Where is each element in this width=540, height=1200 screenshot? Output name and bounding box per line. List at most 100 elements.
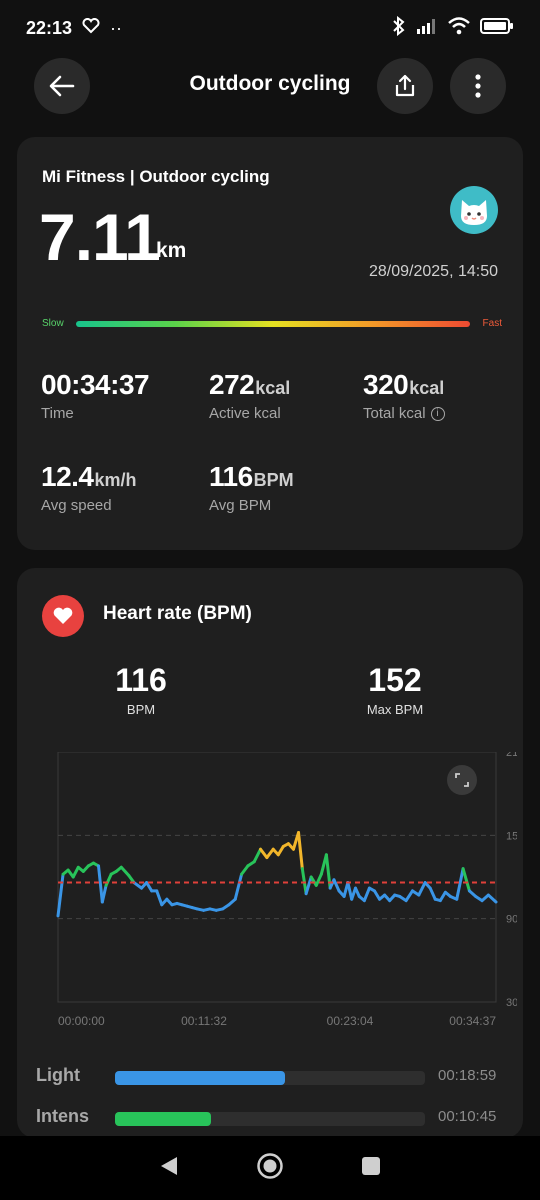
stat-time-value: 00:34:37 <box>41 369 150 400</box>
y-tick-label: 150 <box>506 830 517 842</box>
hr-line-segment <box>104 872 113 887</box>
stat-speed-value: 12.4 <box>41 461 94 492</box>
stat-total-kcal[interactable]: 320kcal Total kcal i <box>363 369 445 422</box>
hr-line-segment <box>314 872 323 887</box>
stat-total-unit: kcal <box>409 378 445 398</box>
heart-rate-card: Heart rate (BPM) 116 BPM 152 Max BPM 210… <box>17 568 523 1138</box>
workout-summary-card: Mi Fitness | Outdoor cycling 7.11 km 28/… <box>17 137 523 550</box>
y-tick-label: 30 <box>506 997 517 1009</box>
avatar[interactable] <box>450 186 498 234</box>
zone-time: 00:18:59 <box>438 1067 497 1084</box>
share-icon <box>395 74 415 97</box>
arrow-left-icon <box>49 75 75 97</box>
hr-line-segment <box>372 889 382 901</box>
hr-line-segment <box>240 864 250 876</box>
triangle-back-icon <box>160 1156 177 1175</box>
expand-chart-button[interactable] <box>447 765 477 795</box>
stat-active-unit: kcal <box>255 378 291 398</box>
back-button[interactable] <box>34 58 90 114</box>
wifi-icon <box>448 16 470 40</box>
hr-line-segment <box>428 886 437 901</box>
y-tick-label: 210 <box>506 752 517 759</box>
stat-speed-unit: km/h <box>94 470 137 490</box>
hr-line-segment <box>438 890 447 903</box>
stat-speed-label: Avg speed <box>41 497 112 514</box>
square-recents-icon <box>362 1156 381 1175</box>
stat-time: 00:34:37 Time <box>41 369 150 422</box>
zone-track <box>115 1071 425 1085</box>
expand-icon <box>455 773 469 787</box>
stat-active-kcal: 272kcal Active kcal <box>209 369 290 422</box>
stat-total-value: 320 <box>363 369 409 400</box>
x-tick-label: 00:23:04 <box>327 1014 374 1028</box>
heart-icon <box>42 595 84 637</box>
hr-line-segment <box>265 847 275 860</box>
notification-dots: ·· <box>110 17 123 38</box>
hr-line-segment <box>417 881 427 897</box>
bluetooth-icon <box>392 15 406 41</box>
hr-line-segment <box>332 878 341 893</box>
avg-bpm-value: 116 <box>115 662 167 698</box>
hr-line-segment <box>97 864 104 904</box>
system-nav-bar <box>0 1136 540 1200</box>
distance-value: 7.11 <box>39 200 161 274</box>
source-title: Mi Fitness | Outdoor cycling <box>42 167 270 186</box>
hr-line-segment <box>145 881 154 893</box>
heart-rate-title: Heart rate (BPM) <box>103 603 252 624</box>
hr-line-segment <box>304 875 313 896</box>
hr-line-segment <box>404 889 414 903</box>
stat-total-label: Total kcal <box>363 405 426 422</box>
stat-time-label: Time <box>41 405 74 422</box>
zone-fill <box>115 1112 212 1126</box>
hr-line-segment <box>100 883 108 904</box>
top-bar: Outdoor cycling <box>0 58 540 118</box>
distance-unit: km <box>156 239 187 262</box>
info-icon[interactable]: i <box>430 406 445 421</box>
hr-line-segment <box>300 867 308 896</box>
zone-fill <box>115 1071 285 1085</box>
hr-line-segment <box>276 844 285 857</box>
x-tick-label: 00:34:37 <box>449 1014 496 1028</box>
avg-bpm-label: BPM <box>126 702 156 717</box>
cat-avatar-icon <box>461 200 487 225</box>
avg-bpm-stat: 116 BPM <box>76 662 206 717</box>
hr-line-segment <box>233 872 244 901</box>
hr-line-segment <box>455 867 465 901</box>
signal-icon <box>416 18 438 39</box>
stat-bpm-label: Avg BPM <box>209 497 272 514</box>
hr-line-segment <box>119 865 131 878</box>
heart-outline-icon <box>82 17 100 39</box>
status-time: 22:13 <box>26 17 73 38</box>
max-bpm-label: Max BPM <box>366 702 424 717</box>
battery-icon <box>480 17 514 40</box>
speed-gradient-bar <box>76 321 470 327</box>
heart-rate-chart[interactable]: 210 150 90 30 00:00:00 00:11:32 00:23:04 00:34:… <box>41 752 517 1042</box>
more-options-button[interactable] <box>450 58 506 114</box>
hr-line-segment <box>155 889 164 907</box>
hr-line-segment <box>297 831 304 871</box>
chart-frame <box>57 752 497 1003</box>
max-bpm-stat: 152 Max BPM <box>330 662 460 717</box>
stat-bpm-value: 116 <box>209 461 253 492</box>
x-tick-label: 00:00:00 <box>58 1014 105 1028</box>
status-bar: 22:13 ·· <box>0 0 540 56</box>
hr-line-segment <box>486 893 498 904</box>
nav-home-button[interactable] <box>256 1152 284 1185</box>
slow-label: Slow <box>42 318 64 329</box>
hr-line-segment <box>56 872 65 918</box>
stat-active-value: 272 <box>209 369 255 400</box>
share-button[interactable] <box>377 58 433 114</box>
hr-line-segment <box>461 867 471 893</box>
nav-recents-button[interactable] <box>361 1156 381 1181</box>
x-tick-label: 00:11:32 <box>181 1014 227 1028</box>
workout-datetime: 28/09/2025, 14:50 <box>368 263 498 280</box>
home-circle-icon <box>257 1152 283 1179</box>
stat-active-label: Active kcal <box>209 405 281 422</box>
zone-time: 00:10:45 <box>438 1108 497 1125</box>
page-title: Outdoor cycling <box>189 72 351 95</box>
stat-avg-bpm: 116BPM Avg BPM <box>209 461 294 514</box>
zone-row-intensive: Intens 00:10:45 <box>31 1106 511 1138</box>
zone-row-light: Light 00:18:59 <box>31 1065 511 1105</box>
zone-name: Light <box>36 1065 80 1085</box>
nav-back-button[interactable] <box>159 1155 179 1182</box>
